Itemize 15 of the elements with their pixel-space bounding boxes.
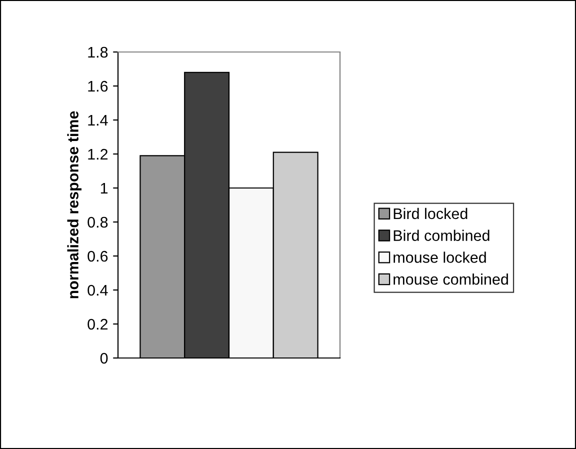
legend-label: mouse locked [394, 252, 486, 263]
y-tick-label: 1.2 [88, 148, 108, 160]
y-tick-label: 1.4 [88, 115, 108, 126]
y-tick-label: 1.6 [88, 80, 108, 92]
y-tick-label: 0.2 [88, 318, 108, 330]
legend-label: mouse combined [394, 274, 508, 285]
y-tick-label: 1.8 [88, 46, 108, 58]
y-tick-label: 0.4 [88, 284, 108, 296]
legend-label: Bird combined [394, 230, 490, 241]
y-tick-label: 0.6 [88, 250, 108, 262]
y-tick-label: 0 [100, 352, 108, 364]
legend-label: Bird locked [394, 208, 468, 220]
y-tick-label: 0.8 [88, 216, 108, 228]
y-axis-title: normalized response time [67, 111, 82, 298]
y-tick-label: 1 [100, 183, 108, 194]
